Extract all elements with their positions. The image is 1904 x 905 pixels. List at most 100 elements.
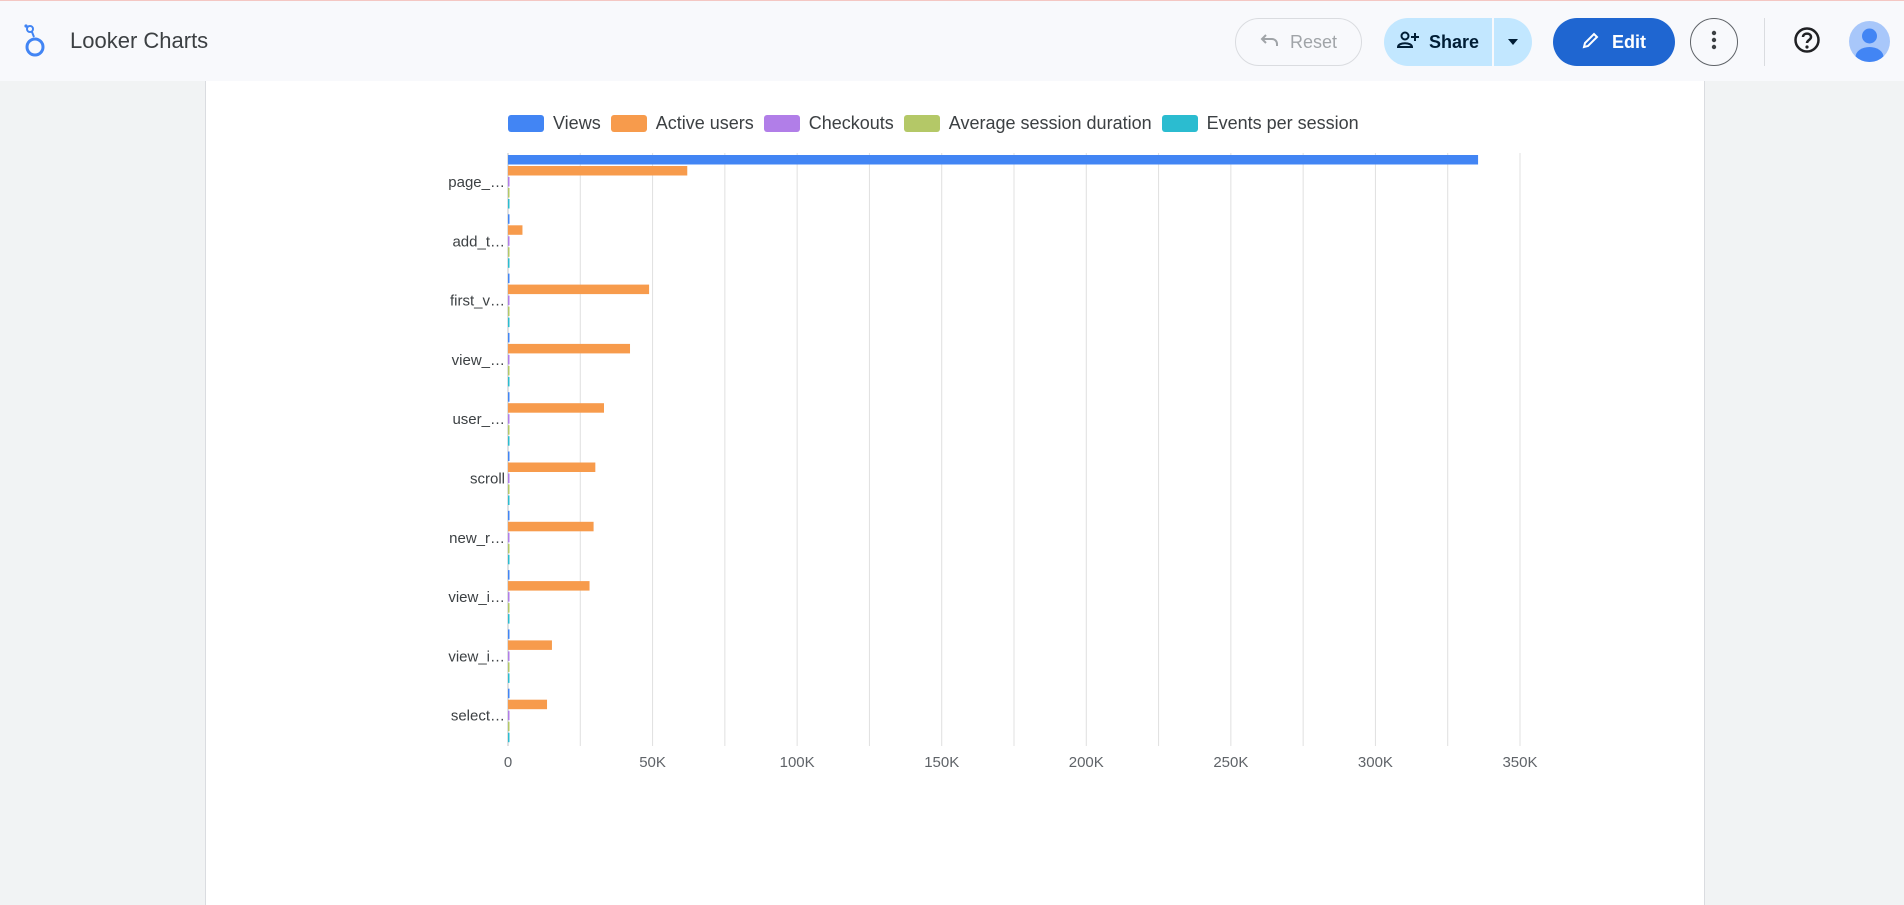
bar-events-per-session [508, 376, 510, 387]
report-canvas [205, 81, 1705, 905]
edit-button-label: Edit [1612, 31, 1646, 52]
bar-average-session-duration [508, 484, 510, 494]
category-label: add_t… [452, 233, 505, 250]
bar-average-session-duration [508, 306, 510, 317]
bar-active-users [508, 343, 631, 354]
bar-active-users [508, 403, 604, 413]
bar-active-users [508, 581, 590, 591]
category-label: view_i… [448, 648, 505, 665]
legend-label: Average session duration [948, 113, 1152, 133]
x-tick-label: 100K [780, 754, 815, 771]
bar-average-session-duration [508, 365, 510, 376]
bar-events-per-session [508, 554, 510, 565]
reset-button[interactable]: Reset [1235, 18, 1362, 66]
add-person-icon [1396, 31, 1419, 54]
x-tick-label: 250K [1213, 754, 1248, 771]
x-tick-label: 50K [639, 754, 666, 771]
bar-checkouts [508, 414, 510, 424]
bar-views [508, 155, 1479, 165]
bar-events-per-session [508, 673, 510, 683]
pencil-icon [1582, 31, 1600, 54]
toolbar-divider [1764, 18, 1765, 66]
legend-item-checkouts[interactable]: Checkouts [763, 113, 894, 134]
bar-checkouts [508, 177, 510, 187]
bar-events-per-session [508, 258, 510, 268]
bar-views [508, 570, 510, 580]
bar-average-session-duration [508, 543, 510, 554]
bar-checkouts [508, 354, 510, 365]
bar-checkouts [508, 473, 510, 483]
category-label: new_r… [449, 530, 505, 547]
bar-average-session-duration [508, 188, 510, 198]
bar-active-users [508, 521, 594, 532]
bar-views [508, 332, 510, 343]
legend-swatch [903, 115, 940, 132]
share-dropdown-button[interactable] [1494, 18, 1532, 66]
x-tick-label: 150K [924, 754, 959, 771]
legend-label: Events per session [1206, 113, 1359, 133]
share-button[interactable]: Share [1384, 18, 1492, 66]
x-tick-label: 200K [1069, 754, 1104, 771]
bar-events-per-session [508, 317, 510, 328]
category-label: user_… [452, 411, 505, 428]
bar-events-per-session [508, 732, 510, 743]
bar-active-users [508, 166, 688, 176]
bar-average-session-duration [508, 425, 510, 435]
legend-swatch [610, 115, 647, 132]
bar-average-session-duration [508, 662, 510, 672]
bar-views [508, 629, 510, 639]
bar-active-users [508, 225, 523, 235]
bar-active-users [508, 462, 596, 472]
legend-item-active-users[interactable]: Active users [610, 113, 754, 134]
bar-views [508, 392, 510, 402]
undo-icon [1260, 32, 1280, 53]
bar-events-per-session [508, 199, 510, 209]
top-app-bar: Looker Charts Reset Share [0, 0, 1904, 81]
category-label: view_… [452, 352, 505, 369]
looker-logo-icon[interactable] [20, 23, 50, 59]
bar-views [508, 214, 510, 224]
category-label: first_v… [450, 293, 505, 310]
bar-active-users [508, 640, 552, 650]
legend-swatch [508, 115, 544, 132]
bar-checkouts [508, 295, 510, 306]
bar-views [508, 273, 510, 284]
bar-average-session-duration [508, 603, 510, 613]
account-avatar-icon[interactable] [1849, 21, 1890, 62]
legend-label: Active users [655, 113, 754, 133]
category-label: view_i… [448, 589, 505, 606]
bar-events-per-session [508, 614, 510, 624]
bar-active-users [508, 284, 650, 295]
bar-checkouts [508, 532, 510, 543]
bar-checkouts [508, 710, 510, 721]
legend-item-views[interactable]: Views [508, 113, 601, 134]
bar-average-session-duration [508, 247, 510, 257]
bar-average-session-duration [508, 721, 510, 732]
legend-item-events-per-session[interactable]: Events per session [1161, 113, 1359, 134]
help-button[interactable] [1788, 23, 1826, 61]
share-button-label: Share [1428, 31, 1480, 52]
reset-button-label: Reset [1289, 31, 1338, 52]
bar-views [508, 688, 510, 699]
app-title: Looker Charts [70, 28, 209, 53]
bar-events-per-session [508, 436, 510, 446]
x-tick-label: 0 [504, 754, 512, 771]
legend-label: Checkouts [808, 113, 894, 133]
legend-label: Views [553, 113, 601, 133]
x-tick-label: 350K [1502, 754, 1537, 771]
more-vert-icon [1711, 30, 1717, 55]
legend-swatch [763, 115, 800, 132]
bar-views [508, 451, 510, 461]
legend-item-average-session-duration[interactable]: Average session duration [903, 113, 1152, 134]
bar-active-users [508, 699, 548, 710]
bar-checkouts [508, 236, 510, 246]
bar-checkouts [508, 651, 510, 661]
more-options-button[interactable] [1690, 18, 1738, 66]
chart-legend: Views Active users Checkouts Average ses… [508, 113, 1369, 134]
edit-button[interactable]: Edit [1553, 18, 1675, 66]
category-label: scroll [470, 471, 505, 488]
bar-events-per-session [508, 495, 510, 505]
caret-down-icon [1507, 33, 1519, 51]
legend-swatch [1161, 115, 1198, 132]
